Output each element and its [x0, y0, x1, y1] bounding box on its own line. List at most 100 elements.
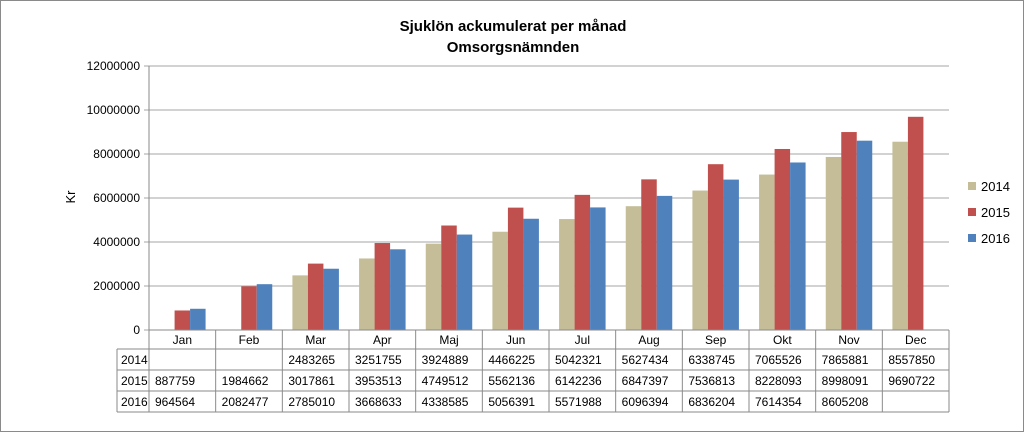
table-cell: 5571988 [555, 395, 602, 409]
legend-label: 2016 [981, 231, 1010, 246]
x-tick-label: Jan [173, 333, 192, 347]
y-tick-label: 12000000 [87, 59, 141, 73]
bar-2015-Maj [441, 225, 457, 330]
bar-2014-Mar [292, 275, 308, 330]
table-cell: 4749512 [422, 374, 469, 388]
bar-2014-Dec [892, 141, 908, 330]
bar-2015-Jun [507, 207, 524, 330]
bar-2015-Feb [241, 286, 257, 330]
table-cell: 7614354 [755, 395, 802, 409]
bar-2016-Jun [523, 218, 539, 330]
table-cell: 2082477 [222, 395, 269, 409]
bar-2016-Okt [790, 162, 806, 330]
table-cell: 5627434 [622, 353, 669, 367]
bar-2015-Jan [174, 310, 191, 330]
bar-2015-Jul [574, 194, 591, 330]
bar-2014-Aug [625, 206, 642, 330]
table-cell: 8557850 [888, 353, 935, 367]
x-tick-label: Dec [905, 333, 926, 347]
bar-2014-Sep [692, 190, 708, 330]
table-cell: 1984662 [222, 374, 269, 388]
data-table: Jan Feb Mar Apr Maj Jun Jul Aug Sep Okt Nov Dec 2014… [116, 329, 950, 413]
x-tick-label: Apr [373, 333, 392, 347]
y-axis-label: Kr [63, 190, 78, 204]
table-cell: 3251755 [355, 353, 402, 367]
table-cell: 6142236 [555, 374, 602, 388]
table-cell: 7865881 [822, 353, 869, 367]
x-tick-label: Aug [638, 333, 659, 347]
table-cell: 8998091 [822, 374, 869, 388]
bar-2016-Apr [390, 249, 406, 330]
table-cell: 3953513 [355, 374, 402, 388]
bar-2015-Mar [307, 263, 324, 330]
table-cell: 5042321 [555, 353, 602, 367]
table-cell: 5056391 [488, 395, 535, 409]
bar-2016-Aug [656, 195, 673, 330]
bar-2016-Sep [723, 179, 739, 330]
bar-2014-Apr [359, 258, 375, 330]
x-tick-label: Feb [239, 333, 260, 347]
table-cell: 7536813 [688, 374, 735, 388]
table-cell: 6836204 [688, 395, 735, 409]
table-row-header: 2016 [121, 395, 148, 409]
table-cell: 7065526 [755, 353, 802, 367]
table-row-header: 2015 [121, 374, 148, 388]
table-cell: 2483265 [288, 353, 335, 367]
legend-swatch-2014 [968, 182, 976, 190]
legend-label: 2014 [981, 179, 1010, 194]
bar-2016-Mar [323, 268, 339, 330]
table-cell: 3668633 [355, 395, 402, 409]
bar-2016-Feb [256, 284, 273, 330]
bar-2014-Jun [492, 231, 508, 330]
bar-2015-Nov [841, 132, 857, 330]
legend-swatch-2015 [968, 208, 976, 216]
x-tick-label: Jul [575, 333, 590, 347]
bar-2014-Nov [825, 156, 842, 330]
chart-title: Sjuklön ackumulerat per månad [400, 18, 627, 35]
table-row-header: 2014 [121, 353, 148, 367]
y-tick-label: 4000000 [93, 235, 140, 249]
bar-2015-Dec [907, 116, 924, 331]
bar-2014-Okt [759, 174, 775, 330]
table-cell: 4466225 [488, 353, 535, 367]
bar-2016-Jan [190, 308, 206, 330]
y-tick-label: 10000000 [87, 103, 141, 117]
table-cell: 3924889 [422, 353, 469, 367]
chart-subtitle: Omsorgsnämnden [447, 39, 580, 56]
x-tick-label: Mar [305, 333, 326, 347]
table-cell: 6847397 [622, 374, 669, 388]
legend-swatch-2016 [968, 234, 976, 242]
grid-lines [144, 65, 949, 331]
y-tick-label: 6000000 [93, 191, 140, 205]
table-cell: 3017861 [288, 374, 335, 388]
x-tick-label: Okt [773, 333, 792, 347]
bars [174, 116, 924, 331]
y-axis-ticks: 0 2000000 4000000 6000000 8000000 10000000 120… [87, 59, 141, 337]
bar-2014-Jul [559, 219, 575, 330]
x-tick-label: Nov [838, 333, 859, 347]
table-cell: 8605208 [822, 395, 869, 409]
bar-2014-Maj [425, 243, 442, 330]
x-tick-label: Sep [705, 333, 727, 347]
table-cell: 6338745 [688, 353, 735, 367]
bar-2015-Okt [774, 148, 791, 330]
bar-2016-Jul [590, 207, 606, 330]
legend: 2014 2015 2016 [968, 179, 1010, 246]
table-cell: 9690722 [888, 374, 935, 388]
bar-2015-Aug [641, 179, 657, 330]
bar-2015-Apr [374, 243, 391, 330]
y-tick-label: 2000000 [93, 279, 140, 293]
y-tick-label: 8000000 [93, 147, 140, 161]
table-cell: 964564 [155, 395, 195, 409]
bar-2016-Maj [456, 234, 473, 330]
table-cell: 8228093 [755, 374, 802, 388]
bar-2016-Nov [856, 140, 873, 330]
table-cell: 6096394 [622, 395, 669, 409]
table-cell: 2785010 [288, 395, 335, 409]
table-cell: 5562136 [488, 374, 535, 388]
x-tick-label: Jun [506, 333, 525, 347]
y-tick-label: 0 [133, 323, 140, 337]
x-tick-label: Maj [439, 333, 458, 347]
